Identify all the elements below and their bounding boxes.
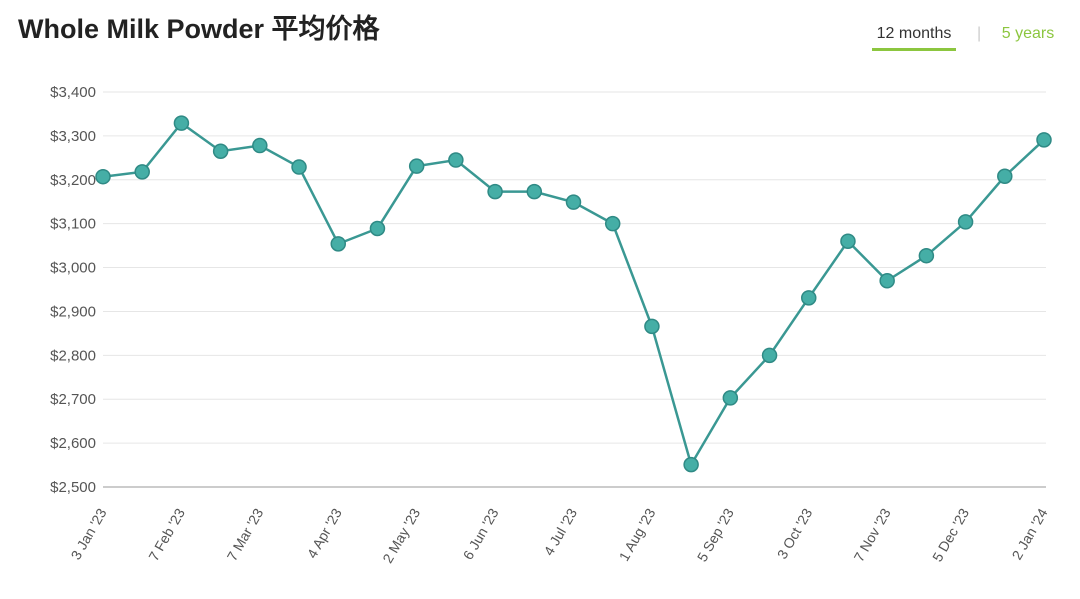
y-tick-label: $3,300 [50,128,96,145]
point [683,456,699,473]
point [173,115,190,131]
x-tick-label: 2 Jan '24 [1009,505,1051,562]
x-tick-label: 7 Mar '23 [224,505,267,563]
point [252,137,268,154]
x-tick-label: 2 May '23 [379,505,423,565]
x-tick-label: 5 Dec '23 [929,505,972,564]
point [722,390,739,406]
point [761,347,778,364]
y-tick-label: $2,800 [50,347,96,364]
point [918,247,935,264]
point [134,164,150,180]
point [212,143,229,159]
point [330,236,346,252]
x-tick-label: 5 Sep '23 [694,505,737,564]
point [997,168,1013,185]
chart-title: Whole Milk Powder 平均价格 [18,14,381,44]
tab[interactable]: 5 years [1002,25,1054,42]
x-tick-label: 4 Apr '23 [304,505,345,561]
y-tick-label: $3,200 [50,172,96,189]
line [102,121,1045,468]
tab-separator: | [977,25,981,42]
point [565,194,582,210]
point [448,152,464,168]
point [487,183,503,200]
point [408,158,425,174]
x-tick-label: 1 Aug '23 [616,505,659,563]
point [840,233,856,249]
point [801,290,817,306]
x-tick-label: 3 Jan '23 [68,505,110,562]
y-tick-label: $2,900 [50,303,96,320]
y-tick-label: $2,600 [50,435,96,452]
y-tick-label: $3,100 [50,216,96,233]
x-tick-label: 3 Oct '23 [774,505,816,561]
active-tab-underline [872,48,956,51]
x-tick-label: 6 Jun '23 [460,505,502,562]
y-tick-label: $2,500 [50,479,96,496]
x-tick-label: 7 Nov '23 [851,505,894,564]
point [291,159,307,175]
x-tick-label: 4 Jul '23 [540,505,580,558]
y-tick-label: $3,400 [50,84,96,101]
y-tick-label: $2,700 [50,391,96,408]
point [526,183,543,200]
point [604,215,621,232]
point [957,214,974,230]
point [95,168,111,185]
x-tick-label: 7 Feb '23 [145,505,188,563]
tab[interactable]: 12 months [877,25,952,42]
y-tick-label: $3,000 [50,260,96,277]
point [1036,132,1052,148]
point [369,220,386,237]
point [879,272,895,289]
point [644,318,660,335]
